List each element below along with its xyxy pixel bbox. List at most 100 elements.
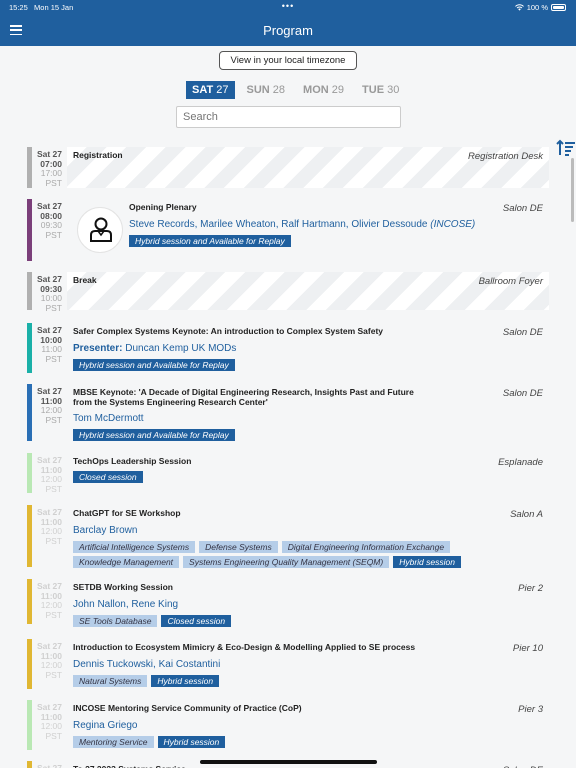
session-item[interactable]: Sat 27 07:00 17:00 PST Registration Desk Regi… [27,147,549,188]
speaker-names[interactable]: Barclay Brown [73,524,138,536]
session-color-bar [27,700,32,750]
session-item[interactable]: Sat 27 08:00 09:30 PST Salon DE Opening Plena… [27,199,549,261]
session-end: 12:00 [40,721,62,731]
session-item[interactable]: Sat 27 11:00 12:00 PST Salon DE MBSE Keynote:… [27,384,549,441]
nav-bar: Program [0,14,576,46]
session-body: Pier 3 INCOSE Mentoring Service Community… [73,703,543,748]
session-item[interactable]: Sat 27 11:00 12:00 PST Pier 2 SETDB Working S… [27,579,549,627]
session-speakers[interactable]: Barclay Brown [73,525,543,537]
session-color-bar [27,323,32,373]
session-speakers[interactable]: Tom McDermott [73,413,543,425]
session-item[interactable]: Sat 27 11:00 12:00 PST Salon A ChatGPT for SE… [27,505,549,568]
day-tab-sun[interactable]: SUN 28 [241,81,292,99]
home-indicator[interactable] [200,760,377,764]
speaker-names[interactable]: Dennis Tuckowski, Kai Costantini [73,658,221,670]
session-color-bar [27,505,32,567]
session-speakers[interactable]: Steve Records, Marilee Wheaton, Ralf Har… [129,219,543,231]
session-tag[interactable]: Hybrid session and Available for Replay [129,234,291,247]
session-title: To 27 2023 Systems Service [73,764,543,768]
session-body: Pier 2 SETDB Working Session John Nallon, … [73,582,543,627]
session-tag[interactable]: Hybrid session and Available for Replay [73,429,235,441]
session-body: Salon DE Opening Plenary Steve Records, Ma… [129,202,543,247]
session-day: Sat 27 [36,507,62,517]
session-tag[interactable]: Systems Engineering Quality Management (… [183,555,390,568]
speaker-names[interactable]: Tom McDermott [73,413,144,424]
day-tab-dow: MON [303,84,329,96]
speaker-names[interactable]: Duncan Kemp UK MODs [125,342,237,354]
session-timezone: PST [45,353,62,364]
local-timezone-button[interactable]: View in your local timezone [219,51,357,70]
sort-icon[interactable] [556,138,576,158]
speaker-names[interactable]: Steve Records, Marilee Wheaton, Ralf Har… [129,218,428,230]
session-hatch-background [67,272,549,310]
status-time: 15:25 Mon 15 Jan [9,3,74,12]
session-item[interactable]: Sat 27 11:00 12:00 PST Pier 3 INCOSE Mentorin… [27,700,549,750]
session-body: Pier 10 Introduction to Ecosystem Mimicry… [73,642,543,687]
session-day: Sat 27 [36,641,62,651]
day-tab-dow: TUE [362,84,385,96]
scrollbar[interactable] [571,158,574,222]
session-end: 12:00 [40,600,62,610]
session-item[interactable]: Sat 27 11:00 12:00 PST Esplanade TechOps Lead… [27,453,549,493]
session-tags: Closed session [73,470,543,483]
session-time: Sat 27 11:00 12:00 PST [35,455,62,494]
session-end: 09:30 [40,220,62,230]
session-tag[interactable]: Digital Engineering Information Exchange [281,540,451,553]
day-tab-tue[interactable]: TUE 30 [356,81,405,99]
presenter-label: Presenter: [73,342,123,354]
person-icon [90,217,112,242]
session-end: 12:00 [40,526,62,536]
session-tag[interactable]: Artificial Intelligence Systems [73,540,196,553]
session-speakers[interactable]: Regina Griego [73,720,543,732]
session-tag[interactable]: Defense Systems [199,540,278,553]
session-color-bar [27,761,32,768]
session-room: Ballroom Foyer [478,276,543,287]
session-tag[interactable]: Knowledge Management [73,555,180,568]
session-start: 10:00 [40,334,62,345]
session-timezone: PST [45,483,62,494]
session-title: ChatGPT for SE Workshop [73,508,181,518]
session-tags: Hybrid session and Available for Replay [129,234,543,247]
session-time: Sat 27 11:00 12:00 PST [35,581,62,620]
multitasking-dots[interactable]: ••• [281,1,295,11]
session-start: 07:00 [40,158,62,169]
session-time: Sat 27 07:00 17:00 PST [35,149,62,188]
session-tag[interactable]: Natural Systems [73,674,148,687]
session-tag[interactable]: Hybrid session and Available for Replay [73,358,235,371]
session-item[interactable]: Sat 27 09:30 10:00 PST Ballroom Foyer Break [27,272,549,312]
speaker-names[interactable]: John Nallon, Rene King [73,598,179,610]
speaker-avatar [77,207,123,253]
speaker-org: (INCOSE) [430,218,476,230]
session-day: Sat 27 [36,581,62,591]
speaker-names[interactable]: Regina Griego [73,719,138,731]
day-tab-mon[interactable]: MON 29 [297,81,350,99]
session-title: Break [73,275,97,285]
day-tab-num: 28 [272,84,286,96]
session-tag[interactable]: SE Tools Database [73,614,158,627]
session-tag[interactable]: Hybrid session [157,735,226,748]
session-hatch-background [67,147,549,188]
session-timezone: PST [45,177,62,188]
menu-icon[interactable] [10,25,22,35]
session-tag[interactable]: Mentoring Service [73,735,154,748]
session-tags: SE Tools Database Closed session [73,614,543,627]
session-tags: Hybrid session and Available for Replay [73,358,543,371]
session-day: Sat 27 [36,149,62,159]
session-speakers[interactable]: Presenter: Duncan Kemp UK MODs [73,343,543,355]
search-input[interactable] [176,106,401,128]
day-tab-dow: SAT [192,84,214,96]
session-item[interactable]: Sat 27 11:00 12:00 PST Pier 10 Introduction t… [27,639,549,689]
day-tab-sat[interactable]: SAT 27 [186,81,235,99]
session-item[interactable]: Sat 27 10:00 11:00 PST Salon DE Safer Complex… [27,323,549,373]
session-tag[interactable]: Closed session [73,470,143,483]
session-tag[interactable]: Closed session [161,614,232,627]
session-tag[interactable]: Hybrid session [151,674,220,687]
session-start: 11:00 [40,650,62,661]
session-speakers[interactable]: Dennis Tuckowski, Kai Costantini [73,659,543,671]
session-day: Sat 27 [36,325,62,335]
session-room: Salon DE [502,388,543,399]
session-tag[interactable]: Hybrid session [393,555,461,568]
session-room: Registration Desk [468,151,543,162]
session-item[interactable]: Sat 27 Salon DETo 27 2023 Systems Service [27,761,549,768]
session-speakers[interactable]: John Nallon, Rene King [73,599,543,611]
